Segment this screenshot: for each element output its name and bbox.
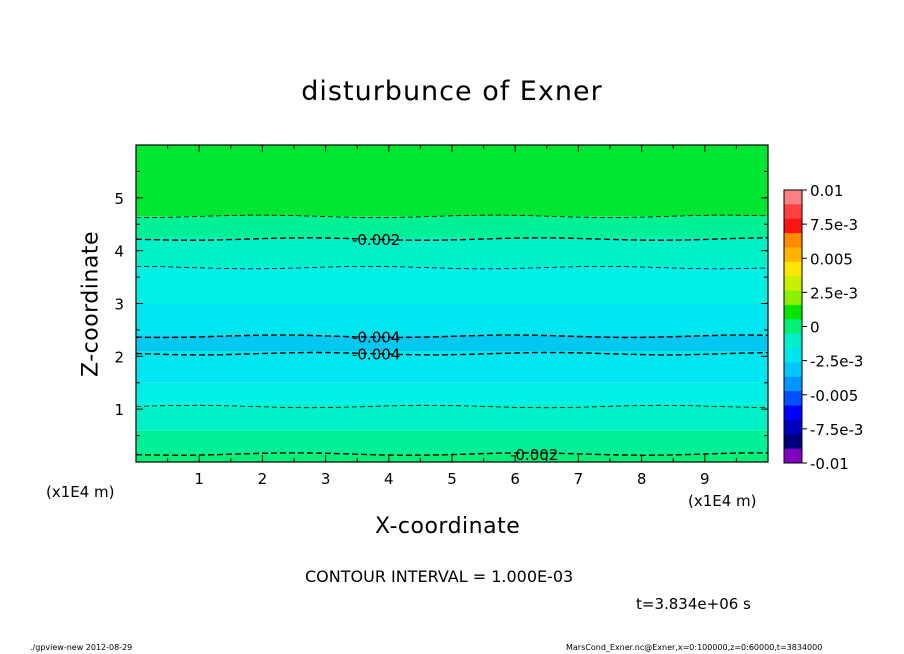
colorbar-swatch — [784, 419, 802, 435]
colorbar-swatch — [784, 319, 802, 335]
colorbar-swatch — [784, 348, 802, 363]
x-tick-label: 6 — [510, 470, 520, 488]
colorbar-swatch — [784, 276, 802, 292]
y-tick-label: 5 — [114, 190, 124, 208]
contour-band — [136, 351, 768, 383]
contour-label: -0.004 — [352, 328, 400, 346]
contour-line — [136, 214, 769, 218]
x-unit-label-right: (x1E4 m) — [688, 492, 757, 510]
x-tick-label: 8 — [637, 470, 647, 488]
contour-line — [135, 237, 769, 241]
x-tick-label: 7 — [574, 470, 584, 488]
footer-right-note: MarsCond_Exner.nc@Exner,x=0:100000,z=0:6… — [566, 643, 823, 652]
colorbar-swatch — [784, 391, 802, 407]
x-unit-label-left: (x1E4 m) — [46, 483, 115, 501]
contour-line — [135, 404, 769, 409]
colorbar-swatch — [784, 218, 802, 234]
contour-band — [136, 335, 768, 352]
colorbar-label: -0.01 — [810, 455, 849, 473]
colorbar-swatch — [784, 448, 802, 464]
contour-band — [136, 403, 768, 431]
x-tick-label: 3 — [321, 470, 331, 488]
colorbar-swatch — [784, 434, 802, 450]
colorbar-label: -2.5e-3 — [810, 353, 863, 371]
colorbar-swatch — [784, 261, 802, 277]
chart-title: disturbunce of Exner — [301, 76, 603, 107]
x-tick-label: 9 — [700, 470, 710, 488]
y-tick-label: 2 — [114, 348, 124, 366]
colorbar-label: 7.5e-3 — [810, 216, 858, 234]
x-tick-label: 2 — [258, 470, 268, 488]
contour-label: -0.002 — [352, 231, 400, 249]
time-label: t=3.834e+06 s — [636, 595, 751, 613]
colorbar-label: 0.005 — [810, 250, 853, 268]
contour-line — [135, 452, 768, 457]
contour-label: -0.004 — [352, 346, 400, 364]
y-tick-label: 3 — [114, 296, 124, 314]
colorbar-label: -0.005 — [810, 387, 858, 405]
colorbar-swatch — [784, 333, 802, 349]
contour-band — [136, 237, 768, 267]
colorbar-swatch — [784, 290, 802, 306]
contour-line — [135, 351, 769, 356]
x-axis-label: X-coordinate — [375, 514, 521, 539]
colorbar-swatch — [784, 304, 802, 320]
contour-band — [136, 430, 768, 455]
contour-band — [136, 266, 768, 304]
footer-left-note: ./gpview-new 2012-08-29 — [30, 643, 133, 652]
contour-band — [136, 382, 768, 404]
x-tick-label: 1 — [194, 470, 204, 488]
colorbar-swatch — [784, 362, 802, 378]
colorbar-swatch — [784, 190, 802, 205]
colorbar-label: 0.01 — [810, 182, 843, 200]
colorbar-swatch — [784, 204, 802, 220]
colorbar-swatch — [784, 233, 802, 248]
x-tick-label: 5 — [447, 470, 457, 488]
x-tick-label: 4 — [384, 470, 394, 488]
contour-line — [135, 334, 769, 339]
contour-band — [136, 216, 768, 238]
colorbar-swatch — [784, 247, 802, 263]
y-tick-label: 4 — [114, 243, 124, 261]
contour-line — [135, 265, 769, 270]
contour-interval-label: CONTOUR INTERVAL = 1.000E-03 — [305, 567, 574, 586]
colorbar-label: -7.5e-3 — [810, 421, 863, 439]
colorbar-label: 0 — [810, 319, 820, 337]
colorbar-label: 2.5e-3 — [810, 284, 858, 302]
contour-band — [136, 145, 768, 217]
contour-label: -0.002 — [510, 446, 558, 464]
contour-band — [136, 303, 768, 336]
colorbar-swatch — [784, 376, 802, 392]
colorbar-swatch — [784, 405, 802, 421]
y-tick-label: 1 — [114, 401, 124, 419]
